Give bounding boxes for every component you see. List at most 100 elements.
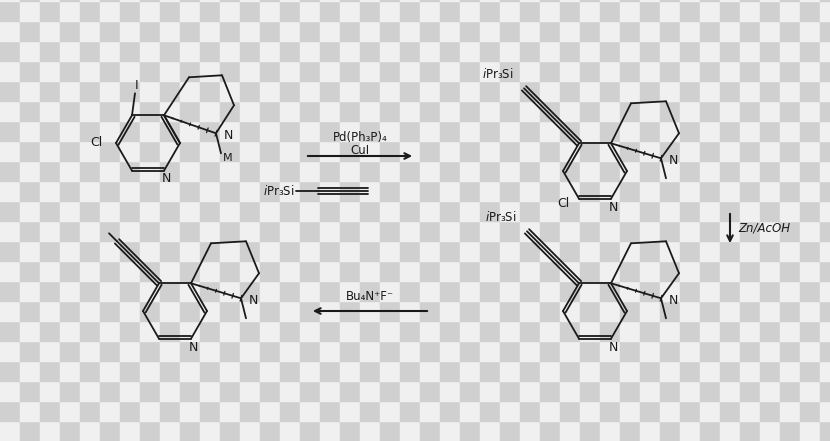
Bar [420, 41, 440, 61]
Bar [560, 141, 580, 161]
Bar [520, 361, 540, 381]
Bar [720, 321, 740, 341]
Text: $i$Pr₃Si: $i$Pr₃Si [482, 67, 514, 81]
Bar [680, 101, 700, 121]
Bar [180, 421, 200, 441]
Bar [640, 1, 660, 21]
Bar [260, 281, 280, 301]
Bar [140, 61, 160, 81]
Bar [100, 101, 120, 121]
Bar [820, 101, 830, 121]
Bar [620, 221, 640, 241]
Bar [600, 241, 620, 261]
Bar [720, 101, 740, 121]
Bar [660, 401, 680, 421]
Bar [0, 221, 20, 241]
Bar [140, 221, 160, 241]
Bar [360, 21, 380, 41]
Bar [740, 241, 760, 261]
Bar [200, 241, 220, 261]
Bar [680, 261, 700, 281]
Bar [60, 81, 80, 101]
Bar [240, 261, 260, 281]
Bar [420, 381, 440, 401]
Bar [360, 421, 380, 441]
Bar [280, 361, 300, 381]
Bar [780, 421, 800, 441]
Bar [700, 0, 720, 1]
Bar [720, 141, 740, 161]
Bar [60, 301, 80, 321]
Bar [500, 181, 520, 201]
Bar [680, 61, 700, 81]
Bar [280, 81, 300, 101]
Bar [240, 141, 260, 161]
Bar [700, 121, 720, 141]
Bar [460, 401, 480, 421]
Bar [340, 221, 360, 241]
Bar [720, 81, 740, 101]
Bar [640, 141, 660, 161]
Bar [80, 161, 100, 181]
Bar [220, 341, 240, 361]
Bar [800, 241, 820, 261]
Bar [700, 421, 720, 441]
Bar [400, 381, 420, 401]
Bar [240, 201, 260, 221]
Bar [380, 61, 400, 81]
Bar [420, 1, 440, 21]
Bar [100, 0, 120, 1]
Bar [740, 21, 760, 41]
Bar [500, 301, 520, 321]
Bar [720, 221, 740, 241]
Bar [180, 221, 200, 241]
Bar [720, 1, 740, 21]
Bar [320, 21, 340, 41]
Bar [300, 401, 320, 421]
Bar [560, 421, 580, 441]
Bar [480, 221, 500, 241]
Bar [260, 81, 280, 101]
Bar [420, 161, 440, 181]
Bar [80, 321, 100, 341]
Bar [100, 361, 120, 381]
Bar [520, 401, 540, 421]
Bar [240, 361, 260, 381]
Bar [220, 121, 240, 141]
Bar [640, 321, 660, 341]
Bar [200, 181, 220, 201]
Bar [340, 261, 360, 281]
Bar [680, 401, 700, 421]
Bar [280, 401, 300, 421]
Bar [240, 121, 260, 141]
Bar [200, 61, 220, 81]
Bar [340, 241, 360, 261]
Bar [180, 341, 200, 361]
Bar [540, 161, 560, 181]
Bar [180, 41, 200, 61]
Bar [160, 201, 180, 221]
Bar [820, 261, 830, 281]
Bar [800, 41, 820, 61]
Bar [140, 301, 160, 321]
Bar [420, 281, 440, 301]
Bar [20, 141, 40, 161]
Bar [100, 261, 120, 281]
Bar [640, 301, 660, 321]
Bar [620, 121, 640, 141]
Bar [120, 121, 140, 141]
Bar [240, 421, 260, 441]
Bar [560, 1, 580, 21]
Bar [40, 261, 60, 281]
Bar [140, 401, 160, 421]
Bar [140, 101, 160, 121]
Bar [320, 281, 340, 301]
Bar [800, 141, 820, 161]
Bar [800, 301, 820, 321]
Bar [700, 321, 720, 341]
Bar [240, 61, 260, 81]
Bar [80, 341, 100, 361]
Bar [340, 361, 360, 381]
Bar [800, 181, 820, 201]
Bar [680, 121, 700, 141]
